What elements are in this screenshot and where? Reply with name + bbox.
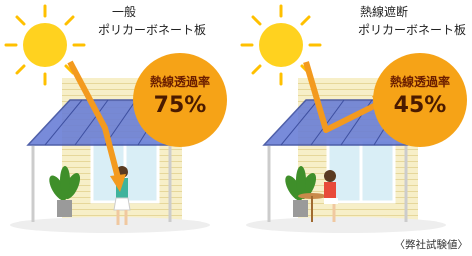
panel-standard: 一般 ポリカーボネート板 熱線透過率 75% bbox=[6, 4, 227, 233]
badge-label: 熱線透過率 bbox=[390, 74, 450, 89]
panel-heat-shield: 熱線遮断 ポリカーボネート板 熱線透過率 45% bbox=[242, 4, 467, 233]
panel-title: ポリカーボネート板 bbox=[98, 23, 206, 37]
badge-value: 45% bbox=[394, 93, 447, 118]
badge-value: 75% bbox=[154, 93, 207, 118]
badge-label: 熱線透過率 bbox=[150, 74, 210, 89]
panel-title: 熱線遮断 bbox=[360, 4, 408, 19]
page: 一般 ポリカーボネート板 熱線透過率 75% 熱線遮断 ポリカーボネート板 熱線… bbox=[0, 0, 472, 256]
panel-title: 一般 bbox=[112, 4, 136, 19]
panel-title: ポリカーボネート板 bbox=[358, 23, 466, 37]
illustration: 一般 ポリカーボネート板 熱線透過率 75% 熱線遮断 ポリカーボネート板 熱線… bbox=[0, 0, 472, 256]
footnote: 〈弊社試験値〉 bbox=[395, 238, 469, 251]
